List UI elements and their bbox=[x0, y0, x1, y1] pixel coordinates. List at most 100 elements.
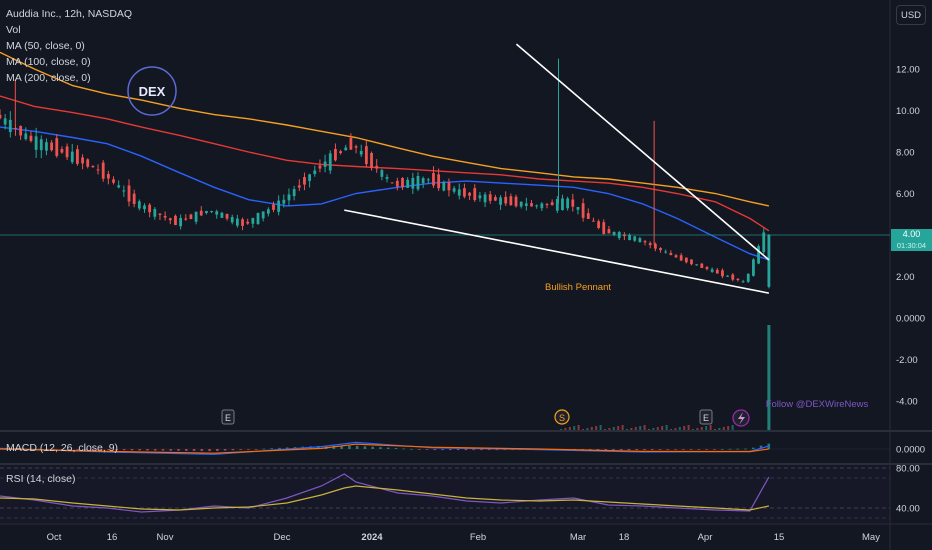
volume-bar bbox=[604, 429, 606, 430]
macd-histogram-bar bbox=[153, 449, 157, 451]
macd-histogram-bar bbox=[138, 449, 141, 451]
macd-histogram-bar bbox=[285, 447, 289, 449]
ma200-indicator-label[interactable]: MA (200, close, 0) bbox=[6, 72, 91, 84]
candle-body bbox=[287, 194, 291, 201]
candle-body bbox=[339, 151, 342, 154]
last-price-value: 4.00 bbox=[902, 229, 921, 239]
candle-body bbox=[34, 136, 38, 150]
macd-histogram-bar bbox=[674, 449, 677, 450]
macd-histogram-bar bbox=[604, 449, 607, 451]
candle-body bbox=[545, 204, 549, 206]
candle-body bbox=[736, 278, 740, 281]
time-axis-tick: 16 bbox=[107, 532, 118, 543]
macd-histogram-bar bbox=[122, 449, 126, 451]
candle-body bbox=[14, 127, 17, 129]
candle-body bbox=[39, 139, 43, 151]
macd-histogram-bar bbox=[472, 449, 475, 451]
macd-histogram-bar bbox=[247, 449, 250, 450]
currency-button[interactable]: USD bbox=[896, 5, 926, 25]
macd-histogram-bar bbox=[371, 446, 374, 449]
macd-histogram-bar bbox=[658, 449, 662, 450]
candle-body bbox=[432, 173, 435, 186]
macd-indicator-label[interactable]: MACD (12, 26, close, 9) bbox=[6, 442, 119, 454]
ma50-indicator-label[interactable]: MA (50, close, 0) bbox=[6, 40, 85, 52]
candle-body bbox=[359, 150, 363, 155]
macd-histogram-bar bbox=[200, 449, 204, 452]
candle-body bbox=[297, 185, 301, 188]
time-axis-tick: Oct bbox=[47, 532, 62, 543]
candle-body bbox=[380, 170, 384, 177]
candle-body bbox=[550, 202, 554, 206]
candle-body bbox=[715, 269, 719, 274]
macd-axis-tick: 0.0000 bbox=[896, 445, 925, 456]
pennant-trendline[interactable] bbox=[344, 209, 770, 294]
candle-body bbox=[334, 149, 337, 161]
macd-histogram-bar bbox=[682, 449, 685, 450]
candle-body bbox=[684, 257, 688, 263]
rsi-indicator-label[interactable]: RSI (14, close) bbox=[6, 473, 76, 485]
macd-histogram-bar bbox=[115, 449, 118, 451]
macd-histogram-bar bbox=[348, 445, 351, 449]
candle-body bbox=[81, 157, 84, 164]
rsi-band bbox=[0, 466, 890, 523]
price-panel[interactable] bbox=[0, 0, 890, 430]
candle-body bbox=[499, 197, 502, 205]
volume-indicator-label[interactable]: Vol bbox=[6, 24, 21, 36]
time-axis-tick: May bbox=[862, 532, 880, 543]
candle-body bbox=[292, 189, 296, 197]
macd-histogram-bar bbox=[425, 449, 429, 450]
macd-histogram-bar bbox=[270, 448, 274, 450]
candle-body bbox=[122, 190, 126, 192]
candle-body bbox=[117, 185, 121, 188]
macd-histogram-bar bbox=[278, 447, 281, 449]
time-axis-tick: Mar bbox=[570, 532, 586, 543]
candle-body bbox=[524, 203, 528, 206]
candle-body bbox=[385, 177, 389, 179]
candle-body bbox=[468, 192, 471, 196]
last-price-tag: 4.00 01:30:04 bbox=[891, 229, 932, 251]
macd-histogram-bar bbox=[635, 449, 639, 451]
candle-body bbox=[24, 133, 28, 140]
candle-body bbox=[370, 152, 373, 169]
candle-body bbox=[493, 197, 497, 201]
candle-body bbox=[426, 179, 430, 181]
split-marker[interactable] bbox=[554, 409, 570, 425]
volume-bar bbox=[696, 428, 699, 430]
ma100-indicator-label[interactable]: MA (100, close, 0) bbox=[6, 56, 91, 68]
pennant-trendline[interactable] bbox=[515, 43, 770, 261]
candle-body bbox=[648, 243, 652, 246]
macd-histogram-bar bbox=[689, 449, 693, 450]
price-axis-tick: 12.00 bbox=[896, 65, 920, 76]
price-axis-tick: 10.00 bbox=[896, 106, 920, 117]
volume-bar bbox=[731, 425, 734, 430]
earnings-marker[interactable] bbox=[221, 409, 235, 425]
candle-body bbox=[230, 217, 234, 223]
candle-body bbox=[566, 198, 570, 209]
macd-histogram-bar bbox=[91, 449, 95, 450]
volume-bar bbox=[678, 427, 681, 430]
macd-histogram-bar bbox=[379, 447, 382, 449]
volume-bar bbox=[586, 428, 589, 430]
candle-body bbox=[261, 211, 265, 219]
candle-body bbox=[272, 204, 275, 210]
symbol-title[interactable]: Auddia Inc., 12h, NASDAQ bbox=[6, 8, 133, 20]
candle-body bbox=[205, 211, 208, 213]
candle-body bbox=[225, 213, 229, 219]
macd-histogram-bar bbox=[254, 449, 258, 450]
earnings-marker[interactable] bbox=[699, 409, 713, 425]
macd-histogram-bar bbox=[161, 449, 165, 451]
macd-histogram-bar bbox=[317, 445, 320, 449]
macd-histogram-bar bbox=[627, 449, 631, 451]
candle-body bbox=[762, 232, 766, 253]
candle-body bbox=[674, 255, 678, 258]
volume-bar bbox=[727, 426, 730, 430]
macd-histogram-bar bbox=[239, 449, 242, 450]
macd-histogram-bar bbox=[192, 449, 196, 451]
volume-bar bbox=[582, 429, 584, 430]
macd-histogram-bar bbox=[169, 449, 173, 451]
volume-bar bbox=[595, 426, 598, 430]
candle-body bbox=[561, 198, 564, 211]
candle-body bbox=[241, 219, 244, 226]
candle-body bbox=[349, 137, 353, 150]
